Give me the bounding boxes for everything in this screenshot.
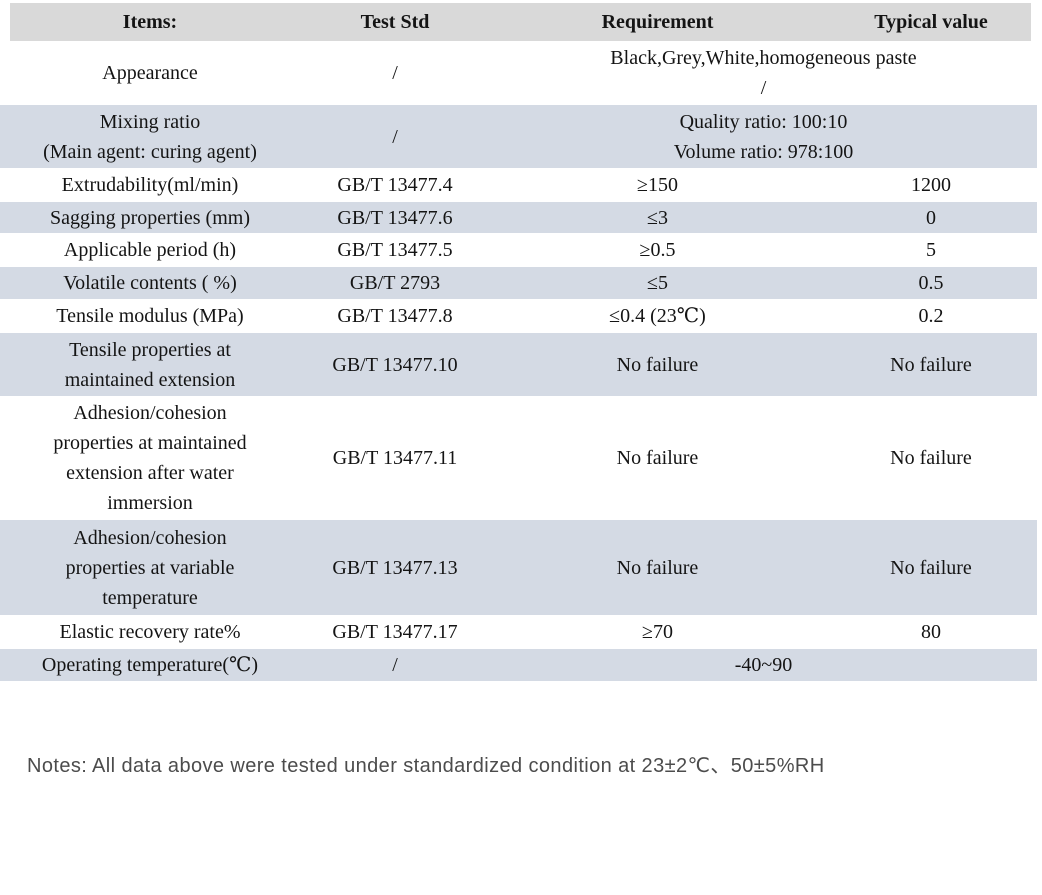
item-line: Appearance: [102, 62, 198, 84]
test-std-cell: GB/T 2793: [300, 267, 490, 301]
table-row-adhesion-variable-temperature: Adhesion/cohesion properties at variable…: [0, 520, 1037, 617]
table-row-tensile-modulus: Tensile modulus (MPa) GB/T 13477.8 ≤0.4 …: [0, 301, 1037, 333]
requirement-cell: No failure: [490, 333, 825, 398]
table-row-mixing-ratio: Mixing ratio (Main agent: curing agent) …: [0, 105, 1037, 170]
requirement-cell: ≤0.4 (23℃): [490, 301, 825, 333]
requirement-cell-merged: Quality ratio: 100:10 Volume ratio: 978:…: [490, 105, 1037, 170]
requirement-cell: No failure: [490, 398, 825, 520]
table-row-operating-temperature: Operating temperature(℃) / -40~90: [0, 649, 1037, 683]
requirement-cell: ≥70: [490, 617, 825, 649]
col-header-requirement: Requirement: [490, 3, 825, 43]
test-std-cell: GB/T 13477.4: [300, 170, 490, 202]
requirement-line: Volume ratio: 978:100: [673, 140, 854, 163]
requirement-line: Quality ratio: 100:10: [679, 110, 848, 133]
item-cell: Adhesion/cohesion properties at variable…: [0, 520, 300, 617]
table-row-sagging-properties: Sagging properties (mm) GB/T 13477.6 ≤3 …: [0, 202, 1037, 235]
header-row: Items: Test Std Requirement Typical valu…: [0, 3, 1037, 43]
table-row-appearance: Appearance / Black,Grey,White,homogeneou…: [0, 43, 1037, 105]
item-cell: Tensile properties at maintained extensi…: [0, 333, 300, 398]
spec-table: Items: Test Std Requirement Typical valu…: [0, 3, 1037, 683]
item-cell: Sagging properties (mm): [0, 202, 300, 235]
requirement-cell: No failure: [490, 520, 825, 617]
col-header-items: Items:: [0, 3, 300, 43]
datasheet-page: Items: Test Std Requirement Typical valu…: [0, 3, 1037, 777]
item-cell: Tensile modulus (MPa): [0, 301, 300, 333]
item-line: Tensile properties at: [69, 338, 231, 361]
test-std-cell: /: [300, 105, 490, 170]
typical-value-cell: No failure: [825, 398, 1037, 520]
item-line: extension after water: [66, 462, 234, 484]
requirement-cell: ≥150: [490, 170, 825, 202]
item-cell: Appearance: [0, 43, 300, 105]
test-std-cell: GB/T 13477.10: [300, 333, 490, 398]
table-row-tensile-properties: Tensile properties at maintained extensi…: [0, 333, 1037, 398]
test-std-cell: GB/T 13477.8: [300, 301, 490, 333]
table-row-volatile-contents: Volatile contents ( %) GB/T 2793 ≤5 0.5: [0, 267, 1037, 301]
col-header-typical-value: Typical value: [825, 3, 1037, 43]
item-line: properties at maintained: [53, 432, 247, 454]
table-row-elastic-recovery: Elastic recovery rate% GB/T 13477.17 ≥70…: [0, 617, 1037, 649]
item-line: Adhesion/cohesion: [73, 526, 227, 549]
requirement-cell: ≥0.5: [490, 235, 825, 267]
test-std-cell: /: [300, 43, 490, 105]
table-row-applicable-period: Applicable period (h) GB/T 13477.5 ≥0.5 …: [0, 235, 1037, 267]
typical-value-cell: 80: [825, 617, 1037, 649]
item-cell: Adhesion/cohesion properties at maintain…: [0, 398, 300, 520]
item-cell: Applicable period (h): [0, 235, 300, 267]
test-std-cell: GB/T 13477.11: [300, 398, 490, 520]
requirement-cell-merged: -40~90: [490, 649, 1037, 683]
test-std-cell: GB/T 13477.13: [300, 520, 490, 617]
requirement-line: /: [760, 77, 767, 99]
item-line: (Main agent: curing agent): [43, 140, 257, 163]
typical-value-cell: 0.2: [825, 301, 1037, 333]
col-header-test-std: Test Std: [300, 3, 490, 43]
item-cell: Operating temperature(℃): [0, 649, 300, 683]
item-line: Adhesion/cohesion: [73, 402, 227, 424]
table-row-adhesion-water-immersion: Adhesion/cohesion properties at maintain…: [0, 398, 1037, 520]
notes-text: Notes: All data above were tested under …: [27, 755, 825, 777]
requirement-cell: ≤5: [490, 267, 825, 301]
test-std-cell: GB/T 13477.17: [300, 617, 490, 649]
test-std-cell: GB/T 13477.6: [300, 202, 490, 235]
item-line: Mixing ratio: [99, 110, 201, 133]
requirement-line: Black,Grey,White,homogeneous paste: [610, 47, 917, 69]
item-cell: Volatile contents ( %): [0, 267, 300, 301]
typical-value-cell: 0.5: [825, 267, 1037, 301]
typical-value-cell: No failure: [825, 520, 1037, 617]
test-std-cell: /: [300, 649, 490, 683]
item-line: properties at variable: [65, 556, 235, 579]
typical-value-cell: No failure: [825, 333, 1037, 398]
typical-value-cell: 0: [825, 202, 1037, 235]
item-line: maintained extension: [64, 368, 236, 391]
typical-value-cell: 5: [825, 235, 1037, 267]
item-cell: Mixing ratio (Main agent: curing agent): [0, 105, 300, 170]
requirement-cell: ≤3: [490, 202, 825, 235]
requirement-cell-merged: Black,Grey,White,homogeneous paste /: [490, 43, 1037, 105]
test-std-cell: GB/T 13477.5: [300, 235, 490, 267]
item-line: immersion: [107, 492, 193, 514]
item-cell: Extrudability(ml/min): [0, 170, 300, 202]
typical-value-cell: 1200: [825, 170, 1037, 202]
item-line: temperature: [102, 586, 198, 609]
item-cell: Elastic recovery rate%: [0, 617, 300, 649]
table-row-extrudability: Extrudability(ml/min) GB/T 13477.4 ≥150 …: [0, 170, 1037, 202]
